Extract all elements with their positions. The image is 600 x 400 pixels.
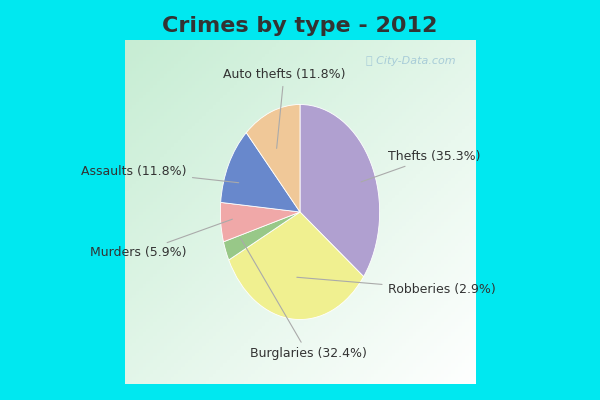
Text: Robberies (2.9%): Robberies (2.9%): [297, 277, 496, 296]
Text: Crimes by type - 2012: Crimes by type - 2012: [163, 16, 437, 36]
Wedge shape: [221, 133, 300, 212]
Text: Auto thefts (11.8%): Auto thefts (11.8%): [223, 68, 346, 148]
Text: Assaults (11.8%): Assaults (11.8%): [82, 165, 239, 183]
Text: Murders (5.9%): Murders (5.9%): [91, 219, 232, 259]
Text: Thefts (35.3%): Thefts (35.3%): [361, 150, 480, 182]
Wedge shape: [223, 212, 300, 260]
Wedge shape: [220, 202, 300, 242]
Text: Burglaries (32.4%): Burglaries (32.4%): [241, 238, 367, 360]
Text: ⓘ City-Data.com: ⓘ City-Data.com: [365, 56, 455, 66]
Wedge shape: [246, 104, 300, 212]
Wedge shape: [229, 212, 364, 320]
Wedge shape: [300, 104, 380, 277]
